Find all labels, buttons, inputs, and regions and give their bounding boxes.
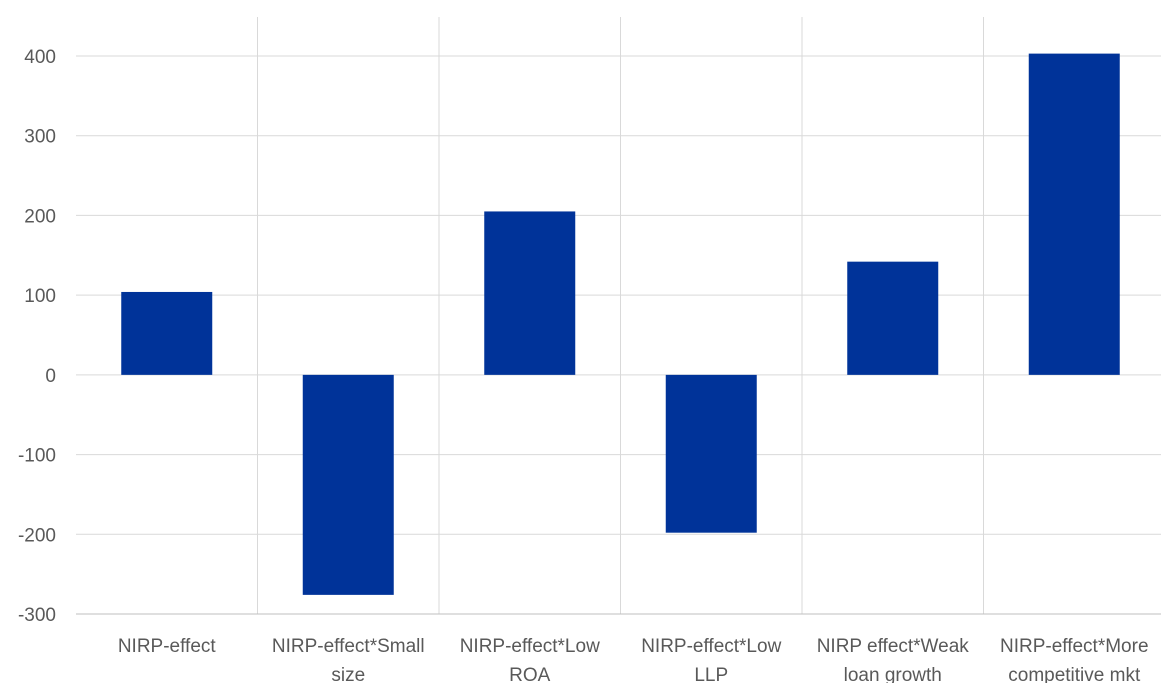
y-tick-label: -200 [18, 525, 56, 546]
x-category-label-line: NIRP-effect*More [1000, 636, 1149, 657]
x-category-label-line: loan growth [844, 665, 942, 683]
bar [1028, 53, 1120, 375]
y-tick-label: -100 [18, 446, 56, 467]
y-tick-labels: 400 300 200 100 0 -100 -200 -300 [18, 47, 56, 626]
y-tick-label: 400 [24, 47, 56, 68]
x-category-label-line: competitive mkt [1008, 665, 1141, 683]
x-category-label-line: LLP [694, 665, 728, 683]
x-category-label: NIRP-effect [118, 636, 217, 657]
x-category-label-line: NIRP-effect*Low [460, 636, 600, 657]
x-category-labels: NIRP-effect NIRP-effect*Small sizeNIRP-eff… [118, 636, 1149, 683]
y-tick-label: 0 [45, 366, 56, 387]
y-tick-label: 300 [24, 127, 56, 148]
y-tick-label: -300 [18, 605, 56, 626]
y-tick-label: 200 [24, 206, 56, 227]
x-category-label-line: NIRP-effect*Small [272, 636, 425, 657]
x-category-label-line: NIRP-effect*Low [641, 636, 781, 657]
x-category-label: NIRP-effect*Low ROA [460, 636, 600, 683]
bar [484, 211, 576, 375]
bar [847, 261, 939, 375]
gridlines [76, 17, 1161, 614]
x-category-label: NIRP-effect*Low LLP [641, 636, 781, 683]
bars [121, 53, 1120, 595]
y-tick-label: 100 [24, 286, 56, 307]
x-category-label: NIRP-effect*More competitive mkt [1000, 636, 1149, 683]
bar [302, 374, 394, 595]
x-category-label: NIRP effect*Weak loan growth [817, 636, 970, 683]
x-category-label-line: size [331, 665, 365, 683]
x-category-label-line: ROA [509, 665, 551, 683]
x-category-label: NIRP-effect*Small size [272, 636, 425, 683]
bar [121, 291, 213, 375]
x-category-label-line: NIRP-effect [118, 636, 217, 657]
bar [665, 374, 757, 533]
x-category-label-line: NIRP effect*Weak [817, 636, 970, 657]
